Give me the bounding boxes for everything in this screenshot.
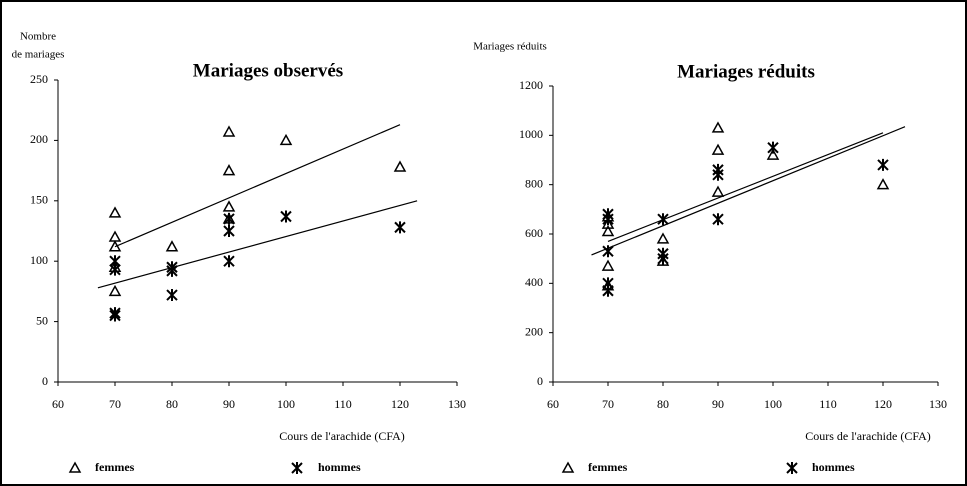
point xyxy=(656,232,670,244)
point xyxy=(222,200,236,212)
point xyxy=(712,168,724,181)
trend-line xyxy=(591,126,906,256)
point xyxy=(108,240,122,252)
x-tick-label: 120 xyxy=(874,397,892,411)
x-tick-label: 120 xyxy=(391,397,409,411)
point xyxy=(280,210,292,223)
y-tick-label: 400 xyxy=(525,275,543,289)
legend-symbol xyxy=(786,462,798,474)
y-axis-label: de mariages xyxy=(12,49,65,61)
point xyxy=(876,178,890,190)
y-tick-label: 200 xyxy=(30,132,48,146)
x-tick-label: 80 xyxy=(657,397,669,411)
x-tick-label: 90 xyxy=(223,397,235,411)
point xyxy=(711,121,725,133)
y-tick-label: 600 xyxy=(525,226,543,240)
point xyxy=(222,125,236,137)
legend-label: hommes xyxy=(318,460,361,474)
point xyxy=(602,284,614,297)
point xyxy=(166,264,178,277)
x-tick-label: 70 xyxy=(602,397,614,411)
x-tick-label: 110 xyxy=(819,397,837,411)
point xyxy=(766,148,780,160)
point xyxy=(223,255,235,268)
x-tick-label: 90 xyxy=(712,397,724,411)
x-tick-label: 110 xyxy=(334,397,352,411)
trend-line xyxy=(607,132,884,242)
legend-symbol xyxy=(291,462,303,474)
y-tick-label: 250 xyxy=(30,72,48,86)
x-tick-label: 130 xyxy=(929,397,947,411)
point xyxy=(393,160,407,172)
legend-label: hommes xyxy=(812,460,855,474)
point xyxy=(222,164,236,176)
chart-title: Mariages observés xyxy=(193,60,343,81)
x-tick-label: 80 xyxy=(166,397,178,411)
legend-label: femmes xyxy=(588,460,628,474)
point xyxy=(601,224,615,237)
point xyxy=(601,259,615,271)
y-tick-label: 0 xyxy=(42,374,48,388)
y-tick-label: 0 xyxy=(537,374,543,388)
point xyxy=(712,213,724,226)
point xyxy=(602,245,614,258)
x-tick-label: 100 xyxy=(764,397,782,411)
legend-symbol xyxy=(68,461,82,473)
y-axis-label: Nombre xyxy=(20,31,56,43)
legend-label: femmes xyxy=(95,460,135,474)
point xyxy=(657,213,669,226)
y-tick-label: 800 xyxy=(525,176,543,190)
point xyxy=(223,225,235,237)
point xyxy=(877,158,889,171)
point xyxy=(166,289,178,302)
y-tick-label: 150 xyxy=(30,193,48,207)
trend-line xyxy=(97,200,418,289)
x-tick-label: 60 xyxy=(52,397,64,411)
y-tick-label: 50 xyxy=(36,313,48,327)
x-axis-label: Cours de l'arachide (CFA) xyxy=(279,429,405,443)
point xyxy=(108,206,122,218)
point xyxy=(767,141,779,154)
x-axis-label: Cours de l'arachide (CFA) xyxy=(805,429,931,443)
chart-title: Mariages réduits xyxy=(677,61,815,82)
y-axis-label: Mariages réduits xyxy=(473,41,547,53)
point xyxy=(109,307,121,320)
y-tick-label: 100 xyxy=(30,253,48,267)
point xyxy=(394,221,406,234)
point xyxy=(711,143,725,155)
point xyxy=(109,263,121,276)
point xyxy=(165,240,179,252)
x-tick-label: 130 xyxy=(448,397,466,411)
y-tick-label: 1200 xyxy=(519,78,543,92)
point xyxy=(657,252,669,265)
legend-symbol xyxy=(561,461,575,473)
y-tick-label: 200 xyxy=(525,324,543,338)
trend-line xyxy=(114,124,401,248)
point xyxy=(223,212,235,225)
x-tick-label: 100 xyxy=(277,397,295,411)
point xyxy=(711,185,725,197)
point xyxy=(279,133,293,146)
y-tick-label: 1000 xyxy=(519,127,543,141)
x-tick-label: 70 xyxy=(109,397,121,411)
point xyxy=(601,217,615,229)
x-tick-label: 60 xyxy=(547,397,559,411)
point xyxy=(602,213,614,226)
point xyxy=(108,284,122,297)
